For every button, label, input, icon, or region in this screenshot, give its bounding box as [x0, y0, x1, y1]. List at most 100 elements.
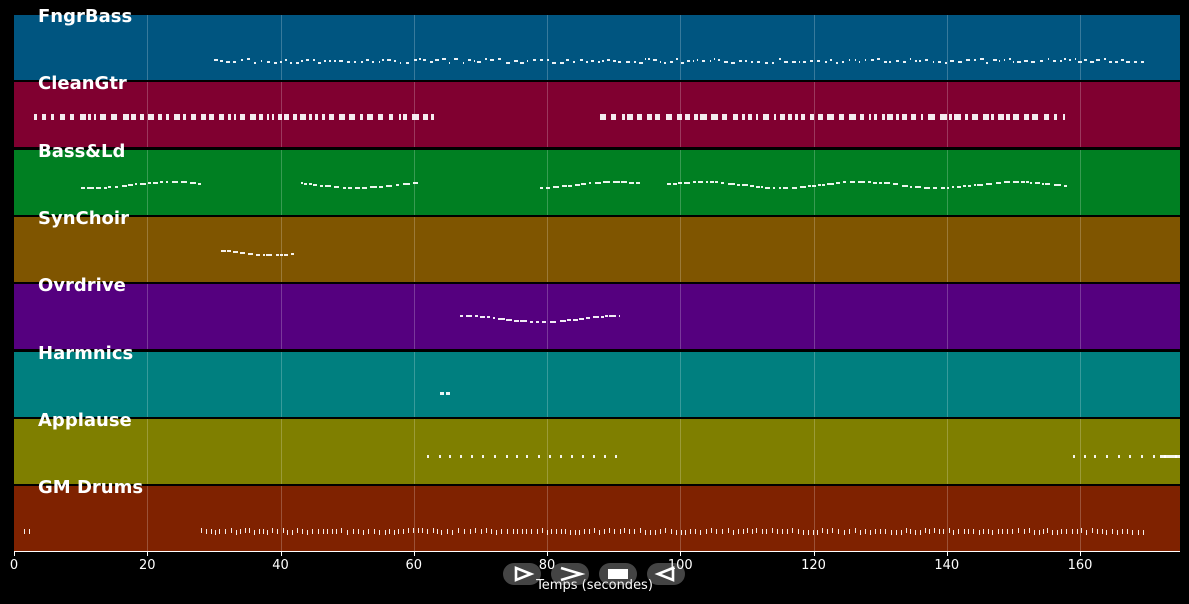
note-mark: [801, 114, 806, 120]
note-mark: [665, 528, 667, 533]
note-mark: [672, 183, 677, 185]
note-mark: [280, 61, 283, 63]
note-mark: [902, 61, 907, 63]
note-mark: [533, 59, 536, 61]
note-mark: [999, 60, 1001, 62]
note-mark: [669, 61, 673, 63]
note-mark: [347, 187, 353, 189]
note-mark: [189, 182, 196, 184]
note-mark: [653, 59, 658, 61]
note-mark: [666, 114, 673, 120]
note-mark: [307, 530, 309, 535]
note-mark: [766, 529, 768, 534]
grid-line: [547, 217, 549, 282]
note-mark: [919, 530, 921, 535]
note-mark: [423, 114, 429, 120]
note-mark: [308, 114, 313, 120]
note-mark: [867, 181, 871, 183]
note-mark: [621, 114, 626, 120]
note-mark: [859, 61, 861, 63]
note-mark: [724, 61, 728, 63]
note-mark: [964, 114, 969, 120]
note-mark: [1117, 530, 1119, 535]
grid-line: [680, 284, 682, 349]
note-mark: [347, 61, 351, 63]
note-mark: [718, 59, 720, 61]
note-mark: [114, 186, 119, 188]
note-mark: [361, 61, 364, 63]
note-mark: [440, 392, 445, 395]
note-mark: [1134, 61, 1137, 63]
note-mark: [986, 62, 989, 64]
grid-line: [547, 486, 549, 551]
note-mark: [666, 183, 671, 185]
note-mark: [412, 528, 414, 533]
note-mark: [33, 114, 38, 120]
note-mark: [860, 114, 865, 120]
note-mark: [937, 61, 941, 63]
note-mark: [848, 114, 856, 120]
grid-line: [147, 352, 149, 417]
note-mark: [526, 529, 528, 534]
note-mark: [895, 114, 900, 120]
track-label: CleanGtr: [38, 73, 127, 94]
note-mark: [42, 114, 46, 120]
note-mark: [580, 59, 583, 61]
note-mark: [539, 59, 543, 61]
note-mark: [271, 114, 275, 120]
fast-forward-button[interactable]: [551, 563, 589, 585]
stop-button[interactable]: [599, 563, 637, 585]
note-mark: [757, 61, 761, 63]
play-button[interactable]: [503, 563, 541, 585]
note-mark: [174, 114, 180, 120]
note-mark: [859, 530, 861, 535]
note-mark: [220, 60, 224, 62]
note-mark: [505, 319, 513, 321]
note-mark: [389, 114, 393, 120]
note-mark: [982, 529, 984, 534]
note-mark: [240, 59, 243, 61]
note-mark: [869, 530, 871, 535]
grid-line: [413, 419, 415, 484]
note-mark: [496, 530, 498, 535]
note-mark: [914, 186, 922, 188]
note-mark: [354, 187, 360, 189]
note-mark: [378, 114, 384, 120]
note-mark: [808, 530, 810, 535]
note-mark: [915, 530, 917, 535]
note-mark: [514, 60, 518, 62]
note-mark: [526, 60, 529, 62]
grid-line: [813, 217, 815, 282]
note-mark: [1012, 529, 1014, 534]
grid-line: [280, 217, 282, 282]
note-mark: [881, 114, 885, 120]
note-mark: [909, 58, 912, 60]
note-mark: [570, 455, 573, 458]
note-mark: [779, 187, 782, 189]
note-mark: [988, 529, 990, 534]
note-mark: [108, 186, 112, 188]
note-mark: [827, 183, 835, 185]
note-mark: [313, 184, 318, 186]
note-mark: [807, 185, 811, 187]
note-mark: [901, 114, 908, 120]
track-label: FngrBass: [38, 6, 133, 27]
note-mark: [417, 528, 419, 533]
note-mark: [573, 319, 578, 321]
note-mark: [537, 455, 540, 458]
note-mark: [549, 455, 552, 458]
x-tick: [946, 551, 948, 556]
note-mark: [1141, 61, 1145, 63]
note-mark: [750, 61, 754, 63]
note-mark: [812, 185, 817, 187]
grid-line: [413, 352, 415, 417]
note-mark: [336, 529, 338, 534]
note-mark: [978, 530, 980, 535]
note-mark: [799, 186, 807, 188]
grid-line: [147, 284, 149, 349]
note-mark: [1102, 529, 1103, 534]
note-mark: [378, 61, 380, 63]
note-mark: [438, 455, 441, 458]
rewind-button[interactable]: [647, 563, 685, 585]
note-mark: [611, 114, 616, 120]
